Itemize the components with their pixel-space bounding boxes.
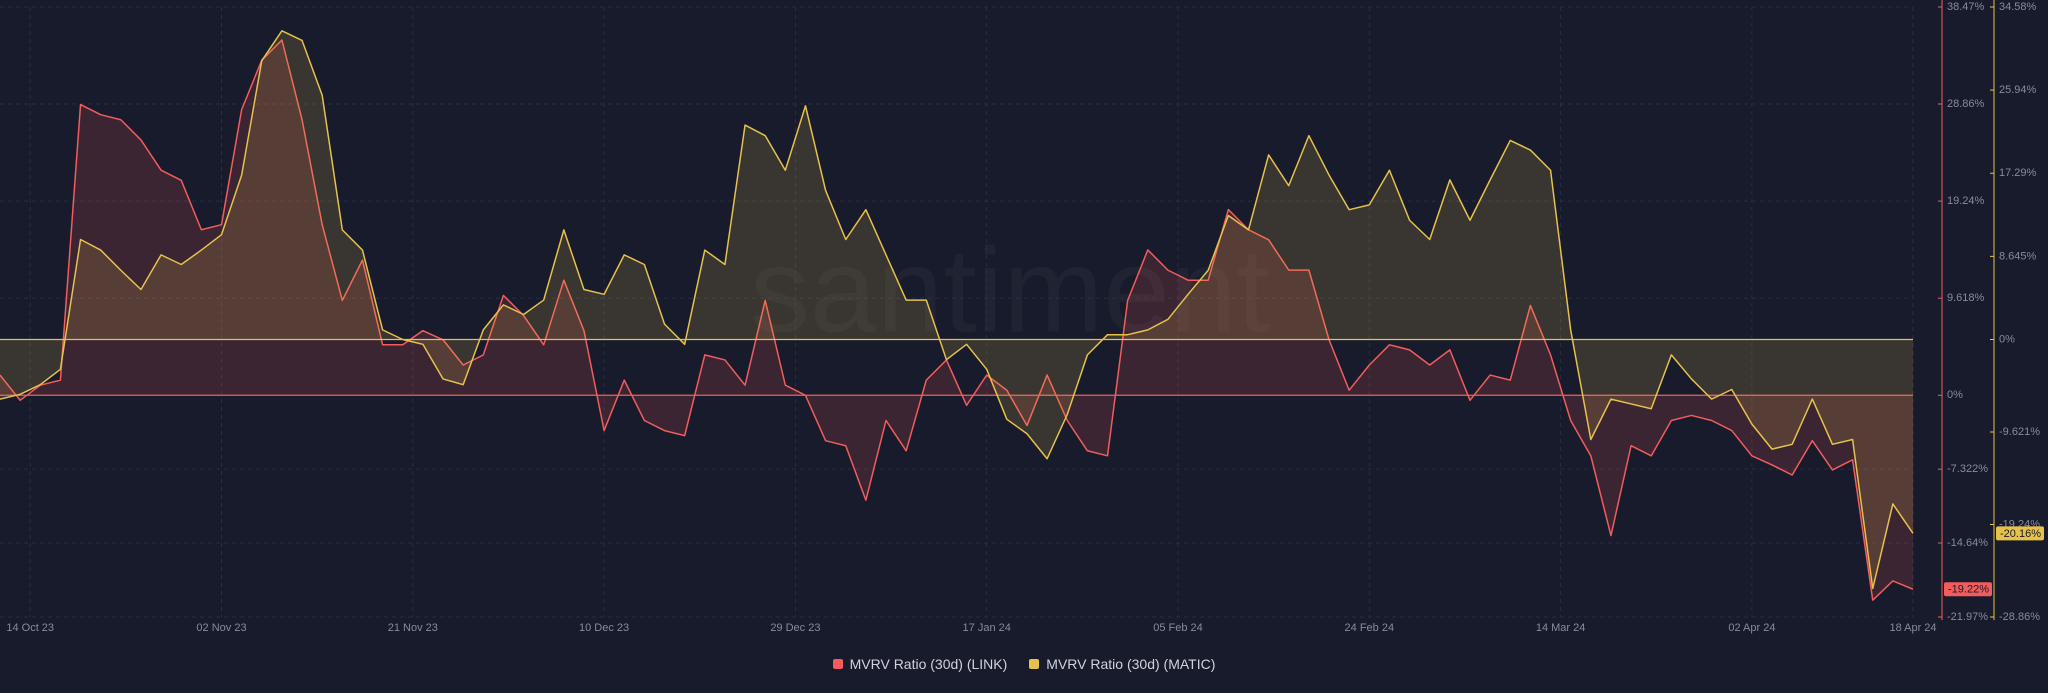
- x-tick-label: 02 Nov 23: [196, 622, 246, 634]
- x-tick-label: 29 Dec 23: [770, 622, 820, 634]
- y-tick-label: 9.618%: [1947, 292, 1985, 304]
- y-tick-label: -14.64%: [1947, 537, 1988, 549]
- x-tick-label: 14 Oct 23: [6, 622, 54, 634]
- legend-label: MVRV Ratio (30d) (LINK): [849, 656, 1008, 672]
- y2-tick-label: -9.621%: [1999, 426, 2040, 438]
- end-label: -20.16%: [2000, 528, 2041, 540]
- y-tick-label: -7.322%: [1947, 463, 1988, 475]
- legend-item[interactable]: MVRV Ratio (30d) (MATIC): [1029, 656, 1215, 672]
- y2-tick-label: 0%: [1999, 333, 2015, 345]
- legend-swatch: [832, 659, 843, 669]
- x-tick-label: 21 Nov 23: [388, 622, 438, 634]
- x-tick-label: 14 Mar 24: [1536, 622, 1586, 634]
- x-tick-label: 02 Apr 24: [1728, 622, 1775, 634]
- end-badge: [1996, 526, 2044, 541]
- chart: santiment 14 Oct 23 02 Nov 23 21 Nov 23 10 …: [0, 0, 2044, 634]
- legend-swatch: [1029, 659, 1040, 669]
- x-tick-label: 05 Feb 24: [1153, 622, 1203, 634]
- end-badge: [1944, 582, 1992, 597]
- y2-tick-label: 34.58%: [1999, 1, 2037, 13]
- line: [0, 30, 1914, 590]
- area: [0, 30, 1913, 589]
- y2-tick-label: 25.94%: [1999, 84, 2037, 96]
- x-tick-label: 18 Apr 24: [1889, 622, 1936, 634]
- y-tick-label: 19.24%: [1947, 195, 1985, 207]
- end-label: -19.22%: [1948, 584, 1989, 596]
- y2-tick-label: 8.645%: [1999, 250, 2037, 262]
- y2-tick-label: 17.29%: [1999, 167, 2037, 179]
- y-tick-label: -21.97%: [1947, 611, 1988, 623]
- legend-label: MVRV Ratio (30d) (MATIC): [1046, 656, 1216, 672]
- y2-tick-label: -28.86%: [1999, 611, 2040, 623]
- y-tick-label: 28.86%: [1947, 98, 1985, 110]
- y-tick-label: 0%: [1947, 389, 1963, 401]
- legend-item[interactable]: MVRV Ratio (30d) (LINK): [832, 656, 1008, 672]
- area: [0, 40, 1913, 601]
- line: [0, 39, 1914, 601]
- x-tick-label: 10 Dec 23: [579, 622, 629, 634]
- x-tick-label: 17 Jan 24: [963, 622, 1011, 634]
- x-tick-label: 24 Feb 24: [1345, 622, 1395, 634]
- y-tick-label: 38.47%: [1947, 1, 1985, 13]
- legend: MVRV Ratio (30d) (LINK) MVRV Ratio (30d) …: [0, 656, 2048, 672]
